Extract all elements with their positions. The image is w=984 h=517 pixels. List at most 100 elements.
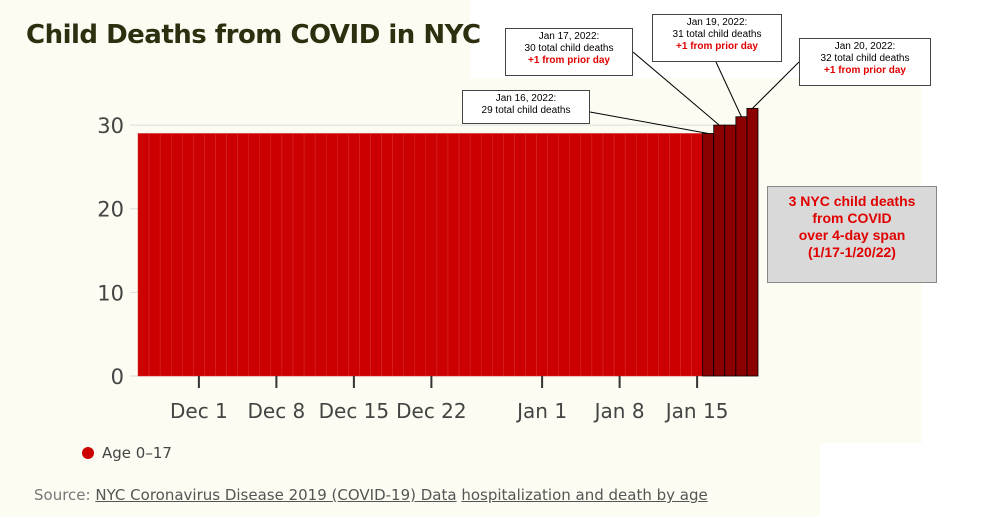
bar [370,133,382,377]
legend-panel [0,443,820,517]
bar [259,133,272,377]
bar [547,133,559,377]
callout-jan19: Jan 19, 2022: 31 total child deaths +1 f… [652,14,782,62]
bar [193,133,205,377]
bar [314,133,327,377]
callout-connector [715,61,742,117]
legend-circle-icon [82,447,94,459]
x-tick-label: Jan 8 [593,399,645,423]
legend-label: Age 0–17 [102,444,172,462]
bar [325,133,338,377]
bar [403,133,416,377]
bar [469,133,482,377]
bar [558,133,571,377]
callout-total: 29 total child deaths [481,105,571,116]
bar [248,133,261,377]
source-link-age[interactable]: hospitalization and death by age [461,486,708,504]
callout-connector [752,61,800,109]
bar [613,133,626,377]
title-panel [0,0,470,78]
bar [270,133,283,377]
highlighted-bar [724,124,737,377]
x-tick-label: Dec 8 [247,399,305,423]
x-tick-label: Dec 1 [170,399,228,423]
bar [480,133,493,377]
bar [591,133,604,377]
highlighted-bar [735,116,748,377]
highlighted-bar [702,133,715,377]
callout-connector [632,51,720,126]
bar [182,133,194,377]
bar [292,133,305,377]
bar [337,133,349,377]
y-tick-label: 0 [111,365,124,389]
bar [525,133,537,377]
x-tick-label: Dec 22 [396,399,467,423]
x-tick-label: Jan 1 [515,399,567,423]
callout-change: +1 from prior day [676,41,758,52]
legend: Age 0–17 [82,443,172,463]
x-tick-label: Jan 15 [664,399,729,423]
callout-jan16: Jan 16, 2022: 29 total child deaths [462,90,590,124]
bar [602,133,615,377]
highlighted-bar [746,107,759,377]
source-line: Source: NYC Coronavirus Disease 2019 (CO… [34,486,708,504]
bar [137,133,150,377]
bar [303,133,316,377]
callout-date: Jan 16, 2022: [495,93,557,104]
bar [536,133,548,377]
highlighted-bar [713,124,726,377]
chart-title: Child Deaths from COVID in NYC [26,20,481,50]
bar [414,133,427,377]
callout-jan20: Jan 20, 2022: 32 total child deaths +1 f… [799,38,931,86]
x-tick-label: Dec 15 [319,399,390,423]
source-link-data[interactable]: NYC Coronavirus Disease 2019 (COVID-19) … [95,486,457,504]
callout-connector [589,111,709,134]
summary-line3: over 4-day span [798,227,906,243]
bar [514,133,526,377]
bar [503,133,515,377]
bar [215,133,227,377]
bar [281,133,294,377]
callout-date: Jan 20, 2022: [834,41,896,52]
y-tick-label: 20 [97,198,124,222]
y-tick-label: 30 [97,114,124,138]
bar [159,133,172,377]
bar [447,133,460,377]
bar [680,133,692,377]
bar [170,133,183,377]
bar [635,133,648,377]
bar [691,133,703,377]
callout-total: 32 total child deaths [820,53,910,64]
bar [580,133,593,377]
source-prefix: Source: [34,486,91,504]
callout-total: 30 total child deaths [524,43,614,54]
callout-date: Jan 17, 2022: [538,31,600,42]
bar [624,133,637,377]
summary-line4: (1/17-1/20/22) [808,244,896,260]
bar [381,133,393,377]
bar [348,133,360,377]
bar [148,133,161,377]
summary-line2: from COVID [812,210,892,226]
bar [237,133,249,377]
bar [392,133,404,377]
bar [204,133,216,377]
callout-total: 31 total child deaths [672,29,762,40]
summary-line1: 3 NYC child deaths [788,193,916,209]
bar [436,133,449,377]
bar [669,133,681,377]
callout-change: +1 from prior day [528,55,610,66]
bar [569,133,582,377]
callout-date: Jan 19, 2022: [686,17,748,28]
bar [425,133,438,377]
bar [359,133,371,377]
callout-jan17: Jan 17, 2022: 30 total child deaths +1 f… [505,28,633,76]
bar [226,133,238,377]
bar [492,133,504,377]
bar [458,133,471,377]
callout-change: +1 from prior day [824,65,906,76]
y-tick-label: 10 [97,281,124,305]
summary-box: 3 NYC child deaths from COVID over 4-day… [767,186,937,283]
